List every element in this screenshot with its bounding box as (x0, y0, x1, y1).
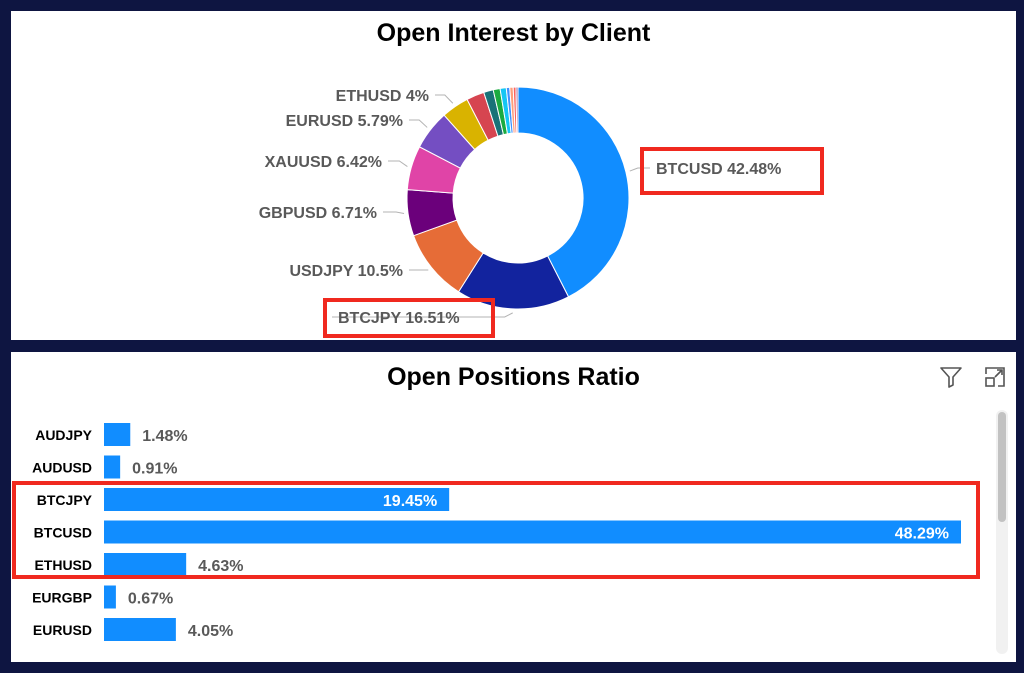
open-interest-panel: Open Interest by Client BTCUSD 42.48% BTC… (11, 11, 1016, 340)
value-label-audusd: 0.91% (132, 461, 177, 478)
category-label-audusd: AUDUSD (32, 460, 92, 476)
leader-line-btcusd (629, 167, 650, 172)
leader-line-btcjpy (332, 312, 513, 318)
donut-label-gbpusd: GBPUSD 6.71% (259, 205, 377, 222)
scrollbar-thumb[interactable] (998, 412, 1006, 522)
value-label-eurgbp: 0.67% (128, 591, 173, 608)
bar-audusd[interactable] (104, 455, 121, 479)
bar-eurusd[interactable] (104, 618, 176, 641)
category-label-btcusd: BTCUSD (34, 525, 92, 541)
leader-line-gbpusd (383, 211, 405, 215)
donut-slice-other-14[interactable] (515, 86, 519, 134)
donut-label-usdjpy: USDJPY 10.5% (289, 263, 403, 280)
value-label-ethusd: 4.63% (198, 558, 243, 575)
category-label-audjpy: AUDJPY (35, 427, 92, 443)
donut-label-xauusd: XAUUSD 6.42% (265, 154, 382, 171)
highlight-box-btcusd (640, 147, 824, 195)
highlight-box-btcjpy (323, 298, 495, 338)
bar-audjpy[interactable] (104, 423, 131, 446)
bar-btcusd[interactable] (104, 520, 961, 544)
donut-label-eurusd: EURUSD 5.79% (286, 113, 403, 130)
bar-btcjpy[interactable] (104, 488, 450, 511)
bar-ethusd[interactable] (104, 553, 187, 576)
bar-eurgbp[interactable] (104, 585, 116, 609)
open-positions-panel: Open Positions Ratio AUDJPY 1.48% AUDUSD 0.… (11, 352, 1016, 662)
donut-chart: BTCUSD 42.48% BTCJPY 16.51% USDJPY 10.5% GB… (259, 86, 781, 327)
category-label-btcjpy: BTCJPY (37, 492, 93, 508)
value-label-btcusd: 48.29% (895, 526, 949, 543)
value-label-audjpy: 1.48% (142, 428, 187, 445)
donut-label-btcusd: BTCUSD 42.48% (656, 161, 781, 178)
value-label-btcjpy: 19.45% (383, 493, 437, 510)
bar-chart: AUDJPY 1.48% AUDUSD 0.91% BTCJPY 19.45% BTCUSD… (32, 423, 961, 641)
filter-icon[interactable] (938, 364, 964, 390)
category-label-ethusd: ETHUSD (34, 557, 92, 573)
donut-label-btcjpy: BTCJPY 16.51% (338, 310, 460, 327)
donut-slice-btcusd[interactable] (517, 86, 630, 298)
category-label-eurgbp: EURGBP (32, 590, 92, 606)
category-label-eurusd: EURUSD (33, 622, 92, 638)
focus-mode-icon[interactable] (982, 364, 1008, 390)
donut-chart-title: Open Interest by Client (376, 19, 651, 47)
bar-chart-title: Open Positions Ratio (387, 363, 640, 391)
leader-line-eurusd (409, 119, 428, 128)
highlight-box-bars (12, 481, 980, 579)
vertical-scrollbar[interactable] (996, 410, 1008, 654)
donut-label-ethusd: ETHUSD 4% (336, 88, 429, 105)
value-label-eurusd: 4.05% (188, 623, 233, 640)
leader-line-ethusd (435, 94, 454, 104)
leader-line-xauusd (388, 160, 408, 167)
